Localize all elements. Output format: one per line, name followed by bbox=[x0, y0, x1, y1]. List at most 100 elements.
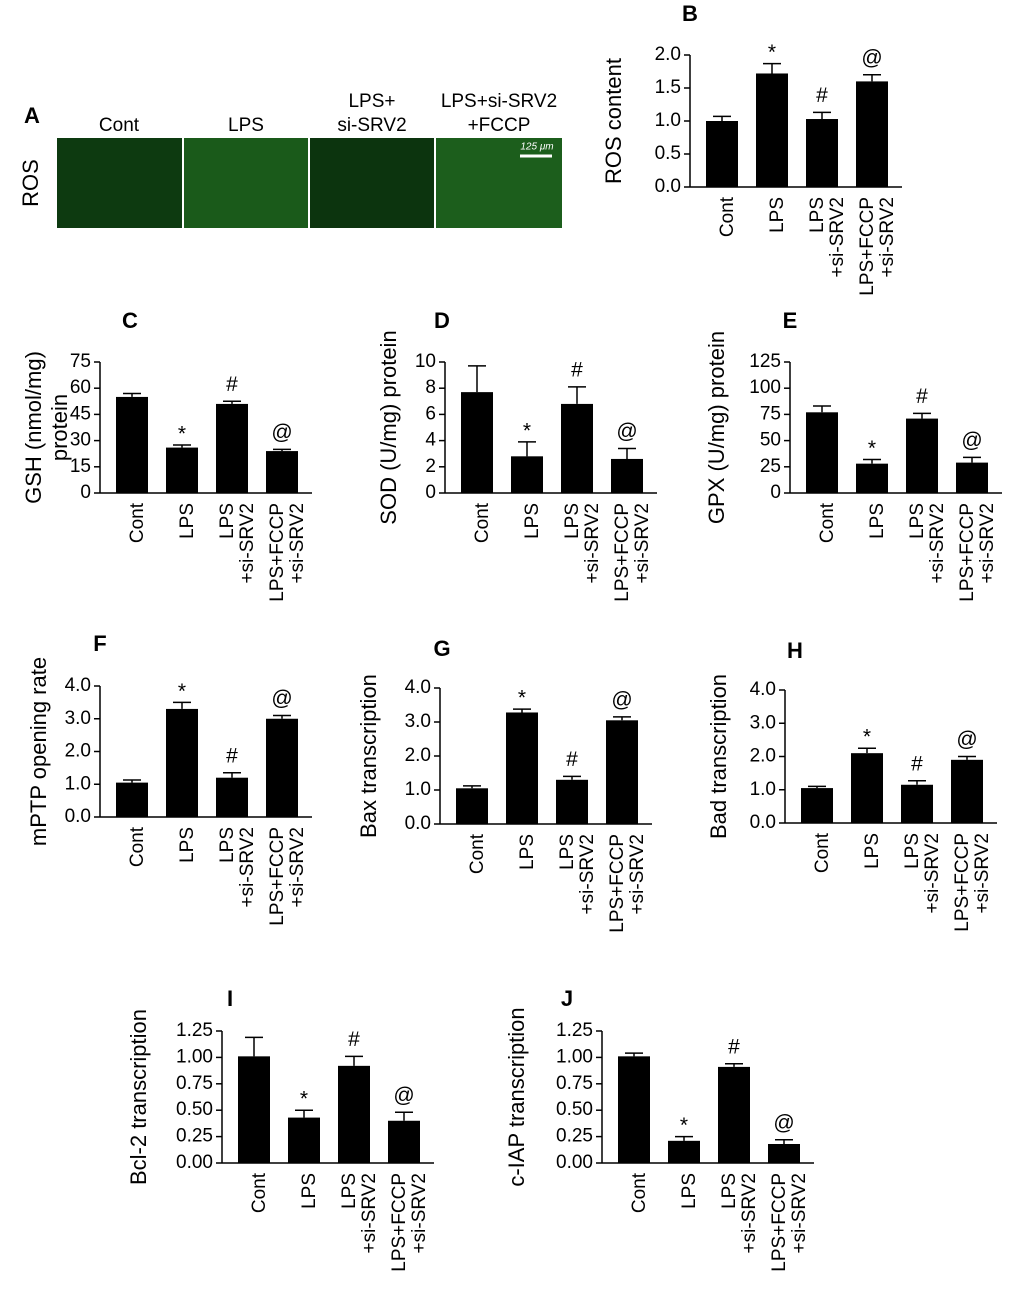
bar bbox=[561, 403, 593, 493]
bar bbox=[511, 456, 543, 493]
x-tick-label: LPS bbox=[807, 197, 828, 233]
significance-mark: # bbox=[566, 748, 578, 771]
bar bbox=[266, 451, 298, 493]
y-tick-label: 1.25 bbox=[556, 1020, 593, 1041]
image-si bbox=[310, 138, 434, 228]
bar bbox=[288, 1117, 320, 1163]
significance-mark: @ bbox=[611, 688, 632, 711]
y-tick-label: 10 bbox=[415, 351, 436, 372]
significance-mark: # bbox=[348, 1028, 360, 1051]
error-bar bbox=[625, 1052, 643, 1057]
significance-mark: @ bbox=[956, 728, 977, 751]
panel-label: F bbox=[93, 631, 106, 656]
x-tick-label: +si-SRV2 bbox=[287, 827, 308, 907]
bar bbox=[461, 392, 493, 493]
bar bbox=[801, 788, 833, 823]
x-tick-label: LPS+FCCP bbox=[612, 503, 633, 602]
error-bar bbox=[713, 115, 731, 121]
chart: C GSH (nmol/mg) protein 0 15 30 45 60 75 Cont * LPS… bbox=[21, 308, 312, 602]
x-tick-label: +si-SRV2 bbox=[237, 503, 258, 583]
y-tick-label: 0.75 bbox=[176, 1073, 213, 1094]
significance-mark: * bbox=[300, 1088, 308, 1111]
y-tick-label: 4.0 bbox=[405, 677, 431, 698]
x-tick-label: +si-SRV2 bbox=[287, 503, 308, 583]
bar bbox=[901, 784, 933, 823]
x-tick-label: LPS+FCCP bbox=[769, 1173, 790, 1272]
error-bar bbox=[958, 755, 976, 760]
x-tick-label: +si-SRV2 bbox=[922, 833, 943, 913]
bar bbox=[806, 119, 838, 187]
bar bbox=[116, 782, 148, 817]
error-bar bbox=[863, 458, 881, 464]
y-tick-label: 0.00 bbox=[556, 1152, 593, 1173]
scale-bar-label: 125 μm bbox=[520, 142, 553, 153]
significance-mark: # bbox=[916, 385, 928, 408]
x-tick-label: LPS+FCCP bbox=[952, 833, 973, 932]
significance-mark: * bbox=[868, 437, 876, 460]
bar bbox=[806, 412, 838, 493]
error-bar bbox=[245, 1036, 263, 1057]
significance-mark: # bbox=[226, 744, 238, 767]
x-tick-label: LPS bbox=[562, 503, 583, 539]
significance-mark: * bbox=[178, 423, 186, 446]
y-tick-label: 6 bbox=[425, 403, 436, 424]
y-axis-label: protein bbox=[47, 394, 72, 461]
y-tick-label: 0.0 bbox=[750, 812, 776, 833]
x-tick-label: +si-SRV2 bbox=[582, 503, 603, 583]
bar bbox=[216, 777, 248, 817]
x-tick-label: +si-SRV2 bbox=[409, 1173, 430, 1253]
panel-label: G bbox=[433, 636, 450, 661]
y-tick-label: 0 bbox=[425, 482, 436, 503]
y-tick-label: 125 bbox=[749, 351, 781, 372]
x-tick-label: LPS bbox=[217, 827, 238, 863]
x-tick-label: Cont bbox=[717, 196, 738, 237]
chart: Jc-IAP transcription 0.00 0.25 0.50 0.75 1.00… bbox=[504, 986, 814, 1272]
panel-label: H bbox=[787, 638, 803, 663]
x-tick-label: +si-SRV2 bbox=[877, 197, 898, 277]
significance-mark: @ bbox=[773, 1111, 794, 1134]
y-axis-label: ROS content bbox=[601, 58, 626, 184]
y-tick-label: 8 bbox=[425, 377, 436, 398]
x-tick-label: Cont bbox=[127, 826, 148, 867]
significance-mark: @ bbox=[393, 1084, 414, 1107]
image-lps bbox=[184, 138, 308, 228]
x-tick-label: LPS bbox=[177, 827, 198, 863]
error-bar bbox=[513, 708, 531, 713]
x-tick-label: Cont bbox=[472, 502, 493, 543]
x-tick-label: Cont bbox=[629, 1172, 650, 1213]
y-tick-label: 1.0 bbox=[65, 773, 91, 794]
y-axis-label: Bcl-2 transcription bbox=[126, 1009, 151, 1185]
y-axis-label: Bax transcription bbox=[356, 674, 381, 838]
x-tick-label: LPS bbox=[177, 503, 198, 539]
bar bbox=[216, 403, 248, 493]
x-tick-label: Cont bbox=[127, 502, 148, 543]
bar bbox=[668, 1140, 700, 1163]
significance-mark: * bbox=[680, 1114, 688, 1137]
x-tick-label: +si-SRV2 bbox=[632, 503, 653, 583]
bar bbox=[856, 463, 888, 493]
y-axis-label: c-IAP transcription bbox=[504, 1007, 529, 1186]
significance-mark: # bbox=[816, 84, 828, 107]
x-tick-label: LPS bbox=[679, 1173, 700, 1209]
panel-label: D bbox=[434, 308, 450, 333]
error-bar bbox=[518, 441, 536, 457]
y-tick-label: 100 bbox=[749, 377, 781, 398]
error-bar bbox=[808, 785, 826, 789]
error-bar bbox=[273, 714, 291, 719]
y-tick-label: 1.0 bbox=[655, 110, 681, 131]
y-tick-label: 1.0 bbox=[405, 779, 431, 800]
image-fccp bbox=[436, 138, 562, 228]
error-bar bbox=[568, 386, 586, 404]
column-label: LPS+ bbox=[348, 91, 395, 112]
row-label: ROS bbox=[18, 159, 43, 207]
bar bbox=[266, 718, 298, 817]
x-tick-label: +si-SRV2 bbox=[972, 833, 993, 913]
bar bbox=[756, 73, 788, 187]
x-tick-label: +si-SRV2 bbox=[359, 1173, 380, 1253]
bar bbox=[166, 447, 198, 493]
y-tick-label: 0.25 bbox=[556, 1126, 593, 1147]
significance-mark: @ bbox=[271, 421, 292, 444]
